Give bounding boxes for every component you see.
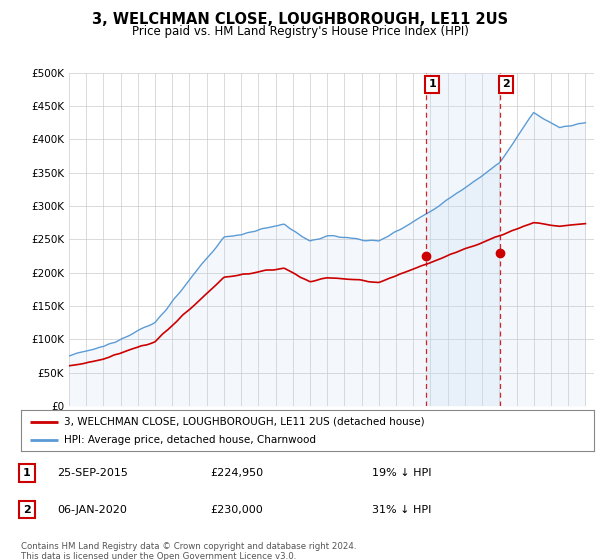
Text: 25-SEP-2015: 25-SEP-2015 <box>57 468 128 478</box>
Text: 1: 1 <box>428 80 436 90</box>
Text: 1: 1 <box>23 468 31 478</box>
Text: 3, WELCHMAN CLOSE, LOUGHBOROUGH, LE11 2US (detached house): 3, WELCHMAN CLOSE, LOUGHBOROUGH, LE11 2U… <box>64 417 425 427</box>
Text: Contains HM Land Registry data © Crown copyright and database right 2024.
This d: Contains HM Land Registry data © Crown c… <box>21 542 356 560</box>
Text: 19% ↓ HPI: 19% ↓ HPI <box>372 468 431 478</box>
Text: Price paid vs. HM Land Registry's House Price Index (HPI): Price paid vs. HM Land Registry's House … <box>131 25 469 38</box>
Text: 31% ↓ HPI: 31% ↓ HPI <box>372 505 431 515</box>
Text: 2: 2 <box>502 80 510 90</box>
Text: 2: 2 <box>23 505 31 515</box>
Text: £224,950: £224,950 <box>210 468 263 478</box>
Text: 06-JAN-2020: 06-JAN-2020 <box>57 505 127 515</box>
Text: 3, WELCHMAN CLOSE, LOUGHBOROUGH, LE11 2US: 3, WELCHMAN CLOSE, LOUGHBOROUGH, LE11 2U… <box>92 12 508 27</box>
Text: HPI: Average price, detached house, Charnwood: HPI: Average price, detached house, Char… <box>64 435 316 445</box>
Text: £230,000: £230,000 <box>210 505 263 515</box>
Bar <box>426 73 500 406</box>
